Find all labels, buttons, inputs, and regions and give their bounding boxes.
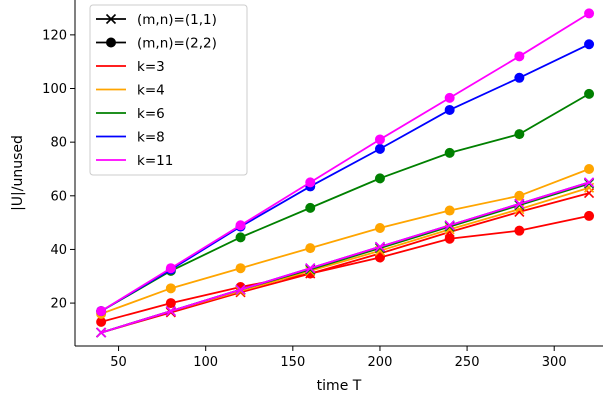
y-tick-label: 60 <box>50 189 67 204</box>
data-point <box>584 210 595 221</box>
data-point <box>374 143 385 154</box>
data-point <box>305 243 316 254</box>
series-k=4-circle <box>96 163 595 319</box>
x-axis-label: time T <box>317 378 362 394</box>
data-point <box>374 134 385 145</box>
series-k=3-cross <box>96 188 595 338</box>
data-point <box>444 147 455 158</box>
series-layer <box>96 8 595 338</box>
data-point <box>584 88 595 99</box>
series-line <box>100 93 590 312</box>
legend-label: k=4 <box>137 83 165 99</box>
data-point <box>583 178 595 189</box>
legend-label: (m,n)=(2,2) <box>137 36 217 52</box>
legend-label: k=8 <box>137 130 165 146</box>
legend-item: (m,n)=(2,2) <box>96 36 217 52</box>
legend-item: k=8 <box>96 130 165 146</box>
data-point <box>584 39 595 50</box>
y-tick-label: 40 <box>50 243 67 258</box>
data-point <box>374 173 385 184</box>
legend-frame <box>89 4 248 176</box>
series-line <box>100 43 590 312</box>
y-tick-label: 120 <box>42 28 67 43</box>
data-point <box>514 129 525 140</box>
legend-marker <box>106 37 116 48</box>
data-point <box>235 220 246 231</box>
data-point <box>305 177 316 188</box>
legend: (m,n)=(1,1) (m,n)=(2,2) k=3 k=4 k=6 k=8 k=11 <box>89 4 248 176</box>
series-line <box>100 215 590 323</box>
data-point <box>165 306 176 317</box>
y-axis-label: |U|/unused <box>10 135 26 211</box>
data-point <box>514 225 525 236</box>
x-tick-label: 250 <box>455 355 480 370</box>
data-point <box>305 263 316 274</box>
data-point <box>165 263 176 274</box>
data-point <box>235 232 246 243</box>
data-point <box>444 92 455 103</box>
series-k=11-circle <box>96 8 595 317</box>
series-k=11-cross <box>96 177 595 338</box>
x-tick-label: 100 <box>193 355 218 370</box>
series-line <box>100 12 590 312</box>
data-point <box>583 177 595 188</box>
data-point <box>374 241 386 252</box>
data-point <box>514 51 525 62</box>
y-tick-label: 100 <box>42 82 67 97</box>
legend-item: k=4 <box>96 83 165 99</box>
series-line <box>100 192 590 334</box>
legend-label: (m,n)=(1,1) <box>137 12 217 28</box>
data-point <box>165 283 176 294</box>
legend-label: k=6 <box>137 106 165 122</box>
x-tick-label: 50 <box>110 355 127 370</box>
legend-label: k=11 <box>137 153 173 169</box>
data-point <box>444 233 455 244</box>
data-point <box>374 222 385 233</box>
data-point <box>444 104 455 115</box>
data-point <box>584 8 595 19</box>
data-point <box>305 202 316 213</box>
x-tick-label: 300 <box>542 355 567 370</box>
data-point <box>96 327 107 338</box>
data-point <box>514 72 525 83</box>
data-point <box>165 298 176 309</box>
legend-label: k=3 <box>137 59 165 75</box>
data-point <box>96 306 107 317</box>
ticks: 50 100 150 200 250 300 20 40 60 80 100 120 <box>42 28 566 370</box>
axes <box>74 0 603 347</box>
data-point <box>235 284 246 295</box>
legend-item: k=6 <box>96 106 165 122</box>
data-point <box>444 205 455 216</box>
series-line <box>100 168 590 315</box>
data-point <box>96 316 107 327</box>
data-point <box>235 263 246 274</box>
legend-item: k=3 <box>96 59 165 75</box>
y-tick-label: 20 <box>50 297 67 312</box>
legend-marker <box>105 13 117 25</box>
data-point <box>374 252 385 263</box>
legend-item: (m,n)=(1,1) <box>96 12 217 28</box>
x-tick-label: 200 <box>368 355 393 370</box>
data-point <box>514 198 525 209</box>
x-tick-label: 150 <box>280 355 305 370</box>
series-line <box>100 181 590 334</box>
data-point <box>444 220 455 231</box>
data-point <box>584 163 595 174</box>
data-point <box>514 190 525 201</box>
legend-item: k=11 <box>96 153 173 169</box>
y-tick-label: 80 <box>50 136 67 151</box>
